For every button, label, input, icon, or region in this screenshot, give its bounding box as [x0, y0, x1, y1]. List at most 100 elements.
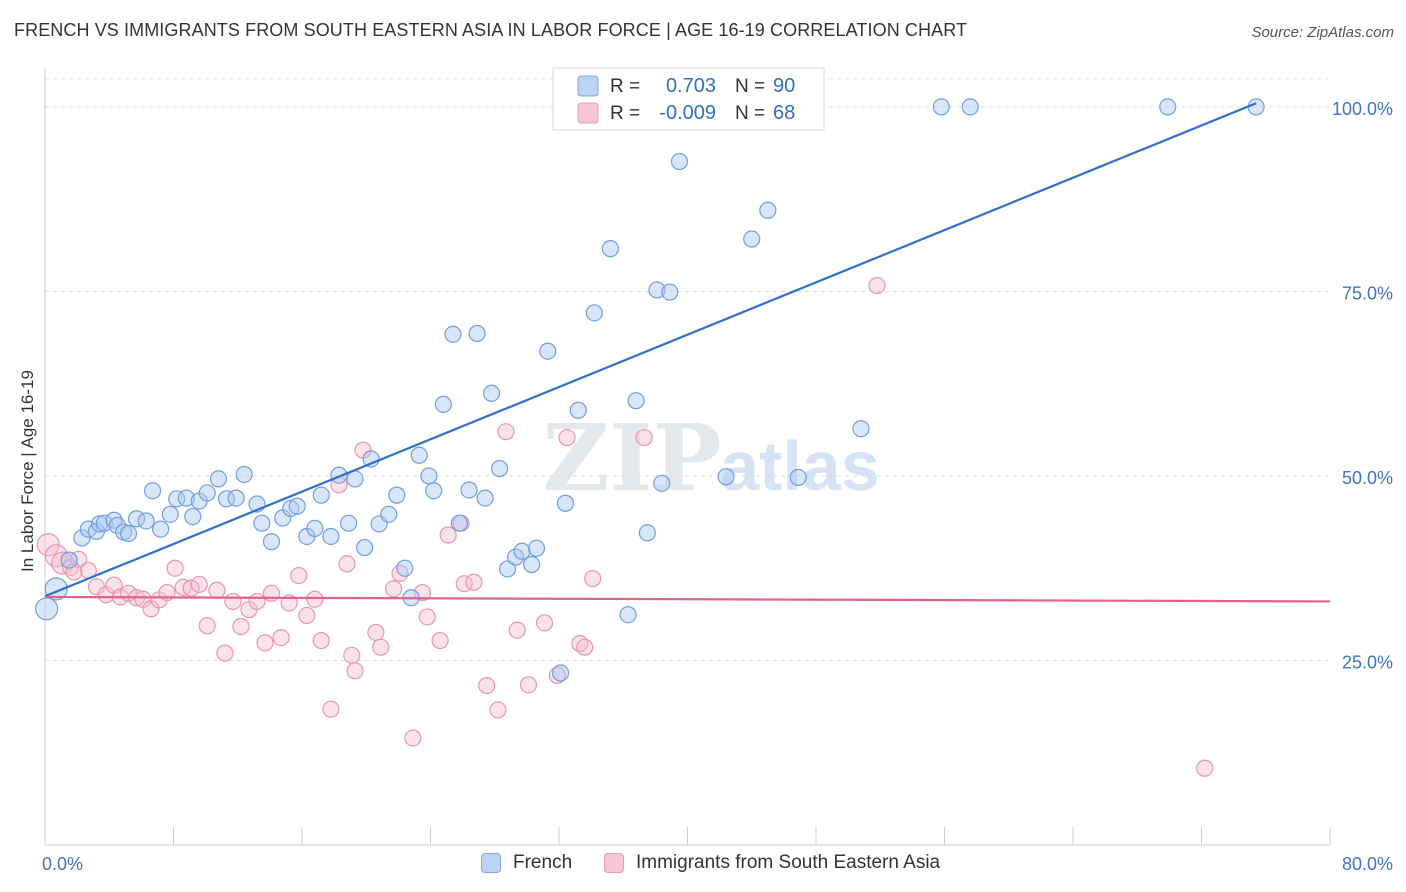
immigrants-point-47: [418, 608, 436, 626]
x-tick-label-1: 80.0%: [1342, 854, 1393, 874]
french-point-49: [434, 395, 452, 413]
french-point-17: [168, 490, 186, 508]
french-point-22: [209, 470, 228, 488]
french-point-23: [217, 490, 236, 508]
french-point-7: [95, 514, 114, 532]
french-point-8: [105, 511, 123, 529]
french-point-27: [253, 514, 271, 532]
immigrants-point-37: [338, 555, 356, 573]
immigrants-point-34: [312, 631, 330, 650]
french-point-72: [653, 474, 671, 492]
legend-n-value-immigrants: 68: [773, 102, 795, 124]
immigrants-point-27: [256, 634, 274, 652]
immigrants-point-18: [182, 579, 200, 597]
french-point-56: [490, 459, 509, 478]
watermark-atlas: atlas: [720, 427, 880, 505]
immigrants-point-60: [558, 428, 576, 447]
immigrants-point-33: [306, 590, 324, 608]
legend-item-immigrants[interactable]: Immigrants from South Eastern Asia: [604, 852, 940, 874]
immigrants-point-48: [431, 631, 449, 650]
french-point-2: [60, 551, 78, 569]
french-point-55: [482, 384, 501, 402]
french-point-60: [523, 555, 541, 574]
french-point-70: [638, 524, 656, 542]
immigrants-point-62: [576, 638, 594, 656]
french-point-68: [619, 606, 637, 624]
legend-n-label-french: N =: [735, 76, 765, 97]
legend-r-label-french: R =: [610, 76, 640, 97]
french-point-24: [227, 489, 245, 507]
immigrants-point-39: [346, 662, 364, 680]
immigrants-point-64: [635, 428, 653, 447]
french-point-80: [789, 468, 807, 487]
french-point-25: [235, 465, 253, 484]
french-point-52: [460, 481, 478, 499]
french-point-15: [152, 520, 170, 538]
french-point-74: [670, 152, 689, 171]
immigrants-point-56: [508, 621, 526, 639]
y-axis-title: In Labor Force | Age 16-19: [18, 370, 37, 572]
french-point-0: [35, 597, 59, 621]
french-point-53: [468, 324, 486, 343]
french-point-18: [177, 489, 195, 507]
y-tick-label-2: 75.0%: [1342, 283, 1393, 303]
x-tick-label-0: 0.0%: [42, 854, 83, 874]
immigrants-point-41: [367, 623, 385, 642]
legend-r-value-french: 0.703: [666, 75, 716, 97]
immigrants-point-57: [519, 676, 538, 694]
y-tick-label-1: 50.0%: [1342, 468, 1393, 488]
french-point-50: [444, 325, 462, 343]
french-point-69: [627, 392, 645, 410]
immigrants-point-38: [343, 646, 361, 664]
french-point-77: [743, 230, 761, 248]
french-point-51: [450, 514, 469, 532]
correlation-legend: R = 0.703 N = 90 R = -0.009 N = 68: [552, 67, 825, 131]
french-points: [35, 98, 1265, 682]
immigrants-point-28: [262, 584, 281, 602]
french-point-28: [262, 533, 281, 551]
french-point-31: [288, 497, 306, 515]
legend-r-label-immigrants: R =: [610, 103, 640, 124]
french-point-61: [527, 539, 546, 557]
immigrants-points: [36, 276, 1214, 777]
french-point-57: [499, 560, 517, 578]
x-tick-labels: 0.0% 80.0%: [42, 854, 1393, 874]
chart-title: FRENCH VS IMMIGRANTS FROM SOUTH EASTERN …: [14, 20, 968, 40]
immigrants-point-21: [208, 581, 226, 599]
gridlines: [45, 78, 1330, 661]
immigrants-trend-line: [44, 595, 1331, 603]
immigrants-point-58: [535, 614, 554, 632]
french-point-67: [601, 240, 620, 258]
french-point-78: [759, 201, 777, 219]
french-point-39: [356, 538, 374, 557]
french-point-48: [425, 482, 443, 500]
french-point-62: [539, 342, 557, 360]
immigrants-point-63: [584, 569, 602, 588]
legend-item-french[interactable]: French: [481, 852, 572, 874]
y-tick-label-0: 25.0%: [1342, 652, 1393, 672]
french-point-3: [73, 529, 91, 547]
legend-label-french: French: [513, 852, 573, 873]
bottom-legend: French Immigrants from South Eastern Asi…: [0, 850, 1406, 880]
french-point-58: [507, 548, 525, 566]
immigrants-point-46: [413, 583, 432, 602]
french-point-11: [119, 524, 138, 543]
legend-n-label-immigrants: N =: [735, 103, 765, 124]
french-point-59: [513, 542, 531, 560]
y-tick-label-3: 100.0%: [1332, 99, 1393, 119]
watermark-zip: ZIP: [542, 404, 721, 512]
french-point-34: [312, 486, 330, 504]
y-tick-labels: 25.0% 50.0% 75.0% 100.0%: [1332, 99, 1393, 673]
immigrants-point-22: [216, 644, 234, 662]
legend-label-immigrants: Immigrants from South Eastern Asia: [636, 852, 941, 873]
french-point-21: [198, 484, 216, 502]
french-point-43: [388, 486, 406, 504]
immigrants-point-52: [465, 573, 483, 591]
legend-n-value-french: 90: [773, 75, 795, 97]
french-swatch-icon: [481, 853, 501, 873]
immigrants-point-24: [232, 617, 250, 636]
french-point-65: [569, 401, 587, 419]
immigrants-point-26: [248, 592, 266, 611]
immigrants-point-45: [404, 729, 422, 747]
